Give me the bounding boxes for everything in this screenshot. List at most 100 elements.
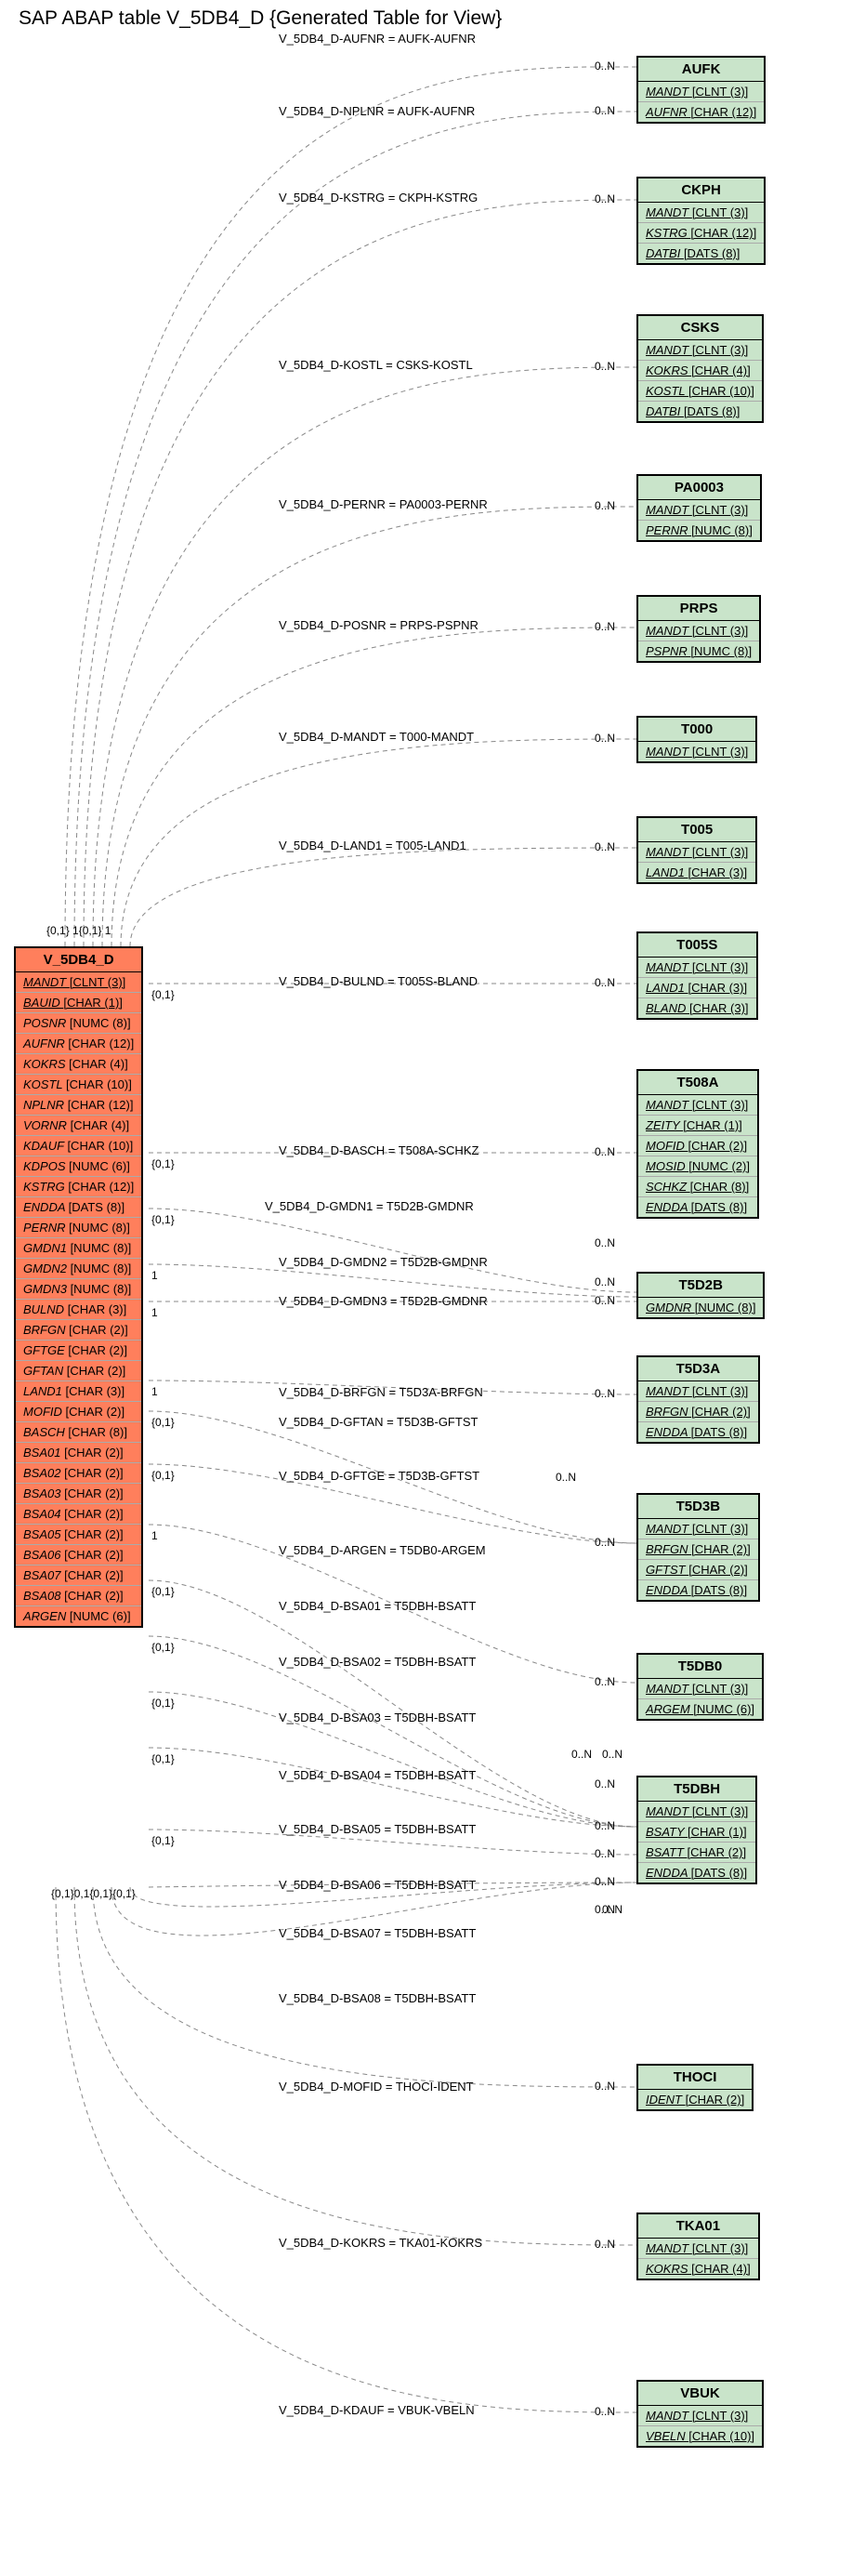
- cardinality-target: 0..N: [595, 360, 615, 373]
- entity-header: T5D2B: [638, 1274, 763, 1298]
- entity-field: BSA07 [CHAR (2)]: [16, 1565, 141, 1586]
- entity-field: AUFNR [CHAR (12)]: [638, 102, 764, 122]
- entity-field: AUFNR [CHAR (12)]: [16, 1034, 141, 1054]
- entity-field: MANDT [CLNT (3)]: [638, 340, 762, 361]
- entity-field: DATBI [DATS (8)]: [638, 402, 762, 421]
- cardinality-target: 0..N: [595, 1847, 615, 1860]
- entity-VBUK: VBUKMANDT [CLNT (3)]VBELN [CHAR (10)]: [636, 2380, 764, 2448]
- entity-T005S: T005SMANDT [CLNT (3)]LAND1 [CHAR (3)]BLA…: [636, 931, 758, 1020]
- entity-field: KOKRS [CHAR (4)]: [16, 1054, 141, 1075]
- edge-label: V_5DB4_D-PERNR = PA0003-PERNR: [279, 497, 488, 511]
- edge-label: V_5DB4_D-NPLNR = AUFK-AUFNR: [279, 104, 475, 118]
- entity-field: PSPNR [NUMC (8)]: [638, 641, 759, 661]
- entity-field: BSA03 [CHAR (2)]: [16, 1484, 141, 1504]
- entity-CKPH: CKPHMANDT [CLNT (3)]KSTRG [CHAR (12)]DAT…: [636, 177, 766, 265]
- entity-field: KDAUF [CHAR (10)]: [16, 1136, 141, 1156]
- entity-field: BSATT [CHAR (2)]: [638, 1843, 755, 1863]
- edge-label: V_5DB4_D-BASCH = T508A-SCHKZ: [279, 1143, 478, 1157]
- edge-label: V_5DB4_D-GMDN1 = T5D2B-GMDNR: [265, 1199, 474, 1213]
- cardinality-source: {0,1}: [151, 1752, 175, 1765]
- entity-field: KDPOS [NUMC (6)]: [16, 1156, 141, 1177]
- entity-field: PERNR [NUMC (8)]: [16, 1218, 141, 1238]
- cardinality-source: {0,1}: [151, 988, 175, 1001]
- entity-header: CSKS: [638, 316, 762, 340]
- edge-label: V_5DB4_D-BRFGN = T5D3A-BRFGN: [279, 1385, 483, 1399]
- edge-label: V_5DB4_D-GMDN2 = T5D2B-GMDNR: [279, 1255, 488, 1269]
- edge-label: V_5DB4_D-KDAUF = VBUK-VBELN: [279, 2403, 475, 2417]
- entity-field: MANDT [CLNT (3)]: [638, 1519, 758, 1539]
- entity-header: THOCI: [638, 2066, 752, 2090]
- cardinality-target: 0..N: [595, 2238, 615, 2251]
- cardinality-target: 0..N: [595, 104, 615, 117]
- edge-label: V_5DB4_D-ARGEN = T5DB0-ARGEM: [279, 1543, 486, 1557]
- entity-header: T5D3B: [638, 1495, 758, 1519]
- entity-field: BRFGN [CHAR (2)]: [638, 1539, 758, 1560]
- entity-field: MANDT [CLNT (3)]: [638, 1679, 762, 1699]
- cardinality-target: 0..N: [595, 1236, 615, 1249]
- entity-field: LAND1 [CHAR (3)]: [638, 978, 756, 998]
- edge-label: V_5DB4_D-AUFNR = AUFK-AUFNR: [279, 32, 476, 46]
- cardinality-source: 1: [151, 1529, 158, 1542]
- edge-label: V_5DB4_D-GFTAN = T5D3B-GFTST: [279, 1415, 478, 1429]
- cardinality-target: 0..N: [571, 1748, 592, 1761]
- entity-header: AUFK: [638, 58, 764, 82]
- cardinality-source: {0,1}: [151, 1697, 175, 1710]
- entity-field: ZEITY [CHAR (1)]: [638, 1116, 757, 1136]
- entity-field: MANDT [CLNT (3)]: [638, 621, 759, 641]
- entity-field: GMDNR [NUMC (8)]: [638, 1298, 763, 1317]
- entity-header: T005S: [638, 933, 756, 958]
- cardinality-target: 0..N: [595, 732, 615, 745]
- entity-field: PERNR [NUMC (8)]: [638, 521, 760, 540]
- entity-field: GMDN1 [NUMC (8)]: [16, 1238, 141, 1259]
- cardinality-target: 0..N: [595, 2405, 615, 2418]
- edge-label: V_5DB4_D-BSA02 = T5DBH-BSATT: [279, 1655, 476, 1669]
- entity-field: MOFID [CHAR (2)]: [638, 1136, 757, 1156]
- cardinality-source: 1: [151, 1385, 158, 1398]
- entity-field: GFTAN [CHAR (2)]: [16, 1361, 141, 1381]
- entity-CSKS: CSKSMANDT [CLNT (3)]KOKRS [CHAR (4)]KOST…: [636, 314, 764, 423]
- edge-label: V_5DB4_D-BSA03 = T5DBH-BSATT: [279, 1711, 476, 1724]
- entity-field: BAUID [CHAR (1)]: [16, 993, 141, 1013]
- entity-field: ENDDA [DATS (8)]: [638, 1197, 757, 1217]
- cardinality-target: 0..N: [595, 1275, 615, 1288]
- edge-label: V_5DB4_D-BSA01 = T5DBH-BSATT: [279, 1599, 476, 1613]
- cardinality-source: 1: [151, 1269, 158, 1282]
- entity-field: BRFGN [CHAR (2)]: [638, 1402, 758, 1422]
- cardinality-target: 0..N: [595, 840, 615, 853]
- cardinality-target: 0..N: [595, 2080, 615, 2093]
- entity-header: PA0003: [638, 476, 760, 500]
- edge-label: V_5DB4_D-BSA06 = T5DBH-BSATT: [279, 1878, 476, 1892]
- entity-field: LAND1 [CHAR (3)]: [16, 1381, 141, 1402]
- cardinality-source: {0,1}: [151, 1469, 175, 1482]
- entity-field: ENDDA [DATS (8)]: [638, 1580, 758, 1600]
- entity-field: MANDT [CLNT (3)]: [638, 1802, 755, 1822]
- bottom-cardinalities: {0,1}0,1{0,1}{0,1}: [51, 1887, 136, 1900]
- entity-field: BSA01 [CHAR (2)]: [16, 1443, 141, 1463]
- edge-label: V_5DB4_D-KOKRS = TKA01-KOKRS: [279, 2236, 482, 2250]
- entity-field: KOKRS [CHAR (4)]: [638, 2259, 758, 2279]
- edge-label: V_5DB4_D-BSA04 = T5DBH-BSATT: [279, 1768, 476, 1782]
- entity-field: MANDT [CLNT (3)]: [638, 203, 764, 223]
- entity-header: T508A: [638, 1071, 757, 1095]
- entity-T5DBH: T5DBHMANDT [CLNT (3)]BSATY [CHAR (1)]BSA…: [636, 1776, 757, 1884]
- entity-field: MOFID [CHAR (2)]: [16, 1402, 141, 1422]
- entity-field: BULND [CHAR (3)]: [16, 1300, 141, 1320]
- entity-field: GFTST [CHAR (2)]: [638, 1560, 758, 1580]
- cardinality-target: 0..N: [595, 1294, 615, 1307]
- entity-field: MANDT [CLNT (3)]: [638, 742, 755, 761]
- entity-field: MANDT [CLNT (3)]: [638, 1381, 758, 1402]
- cardinality-target: 0..N: [595, 499, 615, 512]
- entity-field: KOSTL [CHAR (10)]: [638, 381, 762, 402]
- entity-field: NPLNR [CHAR (12)]: [16, 1095, 141, 1116]
- cardinality-target: 0..N: [595, 1675, 615, 1688]
- edge-label: V_5DB4_D-GMDN3 = T5D2B-GMDNR: [279, 1294, 488, 1308]
- entity-PA0003: PA0003MANDT [CLNT (3)]PERNR [NUMC (8)]: [636, 474, 762, 542]
- entity-field: GFTGE [CHAR (2)]: [16, 1341, 141, 1361]
- edge-label: V_5DB4_D-BSA05 = T5DBH-BSATT: [279, 1822, 476, 1836]
- entity-field: BLAND [CHAR (3)]: [638, 998, 756, 1018]
- entity-field: ENDDA [DATS (8)]: [638, 1422, 758, 1442]
- edge-label: V_5DB4_D-KSTRG = CKPH-KSTRG: [279, 191, 478, 205]
- entity-field: ENDDA [DATS (8)]: [638, 1863, 755, 1882]
- cardinality-target: 0..N: [595, 1819, 615, 1832]
- edge-label: V_5DB4_D-KOSTL = CSKS-KOSTL: [279, 358, 473, 372]
